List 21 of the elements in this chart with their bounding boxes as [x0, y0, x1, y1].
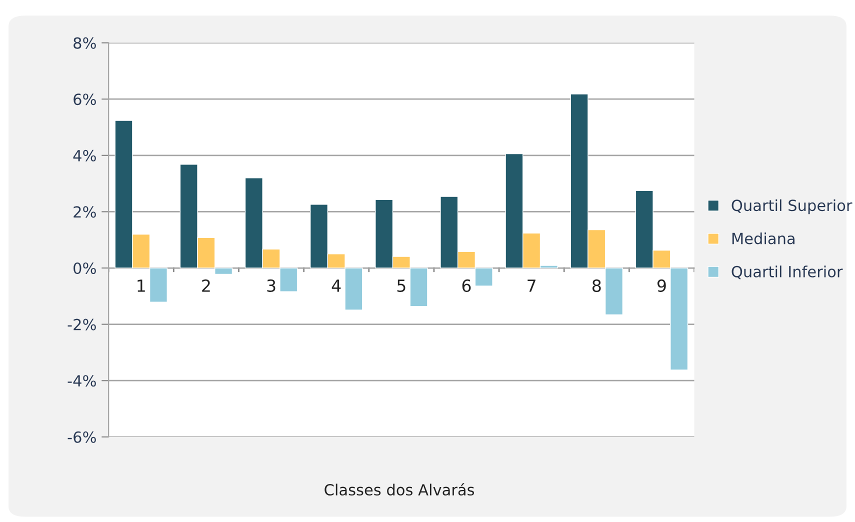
- x-tick-label: 3: [267, 279, 276, 292]
- x-tick-label: 2: [202, 279, 210, 292]
- legend-label: Quartil Superior: [732, 199, 852, 214]
- x-tick-label: 5: [397, 280, 406, 292]
- y-tick-label: 2%: [74, 206, 96, 218]
- legend-label: Quartil Inferior: [732, 266, 843, 280]
- x-axis-title: Classes dos Alvarás: [324, 483, 474, 496]
- y-tick-label: 8%: [74, 37, 96, 49]
- y-tick-label: 0%: [74, 262, 96, 274]
- legend-label: Mediana: [732, 232, 794, 244]
- x-tick-label: 9: [657, 279, 666, 292]
- x-tick-label: 1: [138, 280, 145, 292]
- y-tick-label: 4%: [73, 150, 96, 162]
- y-tick-label: -2%: [68, 318, 96, 330]
- x-tick-label: 8: [592, 279, 601, 292]
- y-tick-label: 6%: [74, 94, 96, 106]
- x-tick-label: 4: [332, 280, 341, 292]
- x-tick-label: 6: [462, 279, 471, 292]
- x-tick-label: 7: [528, 280, 536, 292]
- y-tick-label: -4%: [68, 375, 96, 387]
- y-tick-label: -6%: [68, 431, 96, 443]
